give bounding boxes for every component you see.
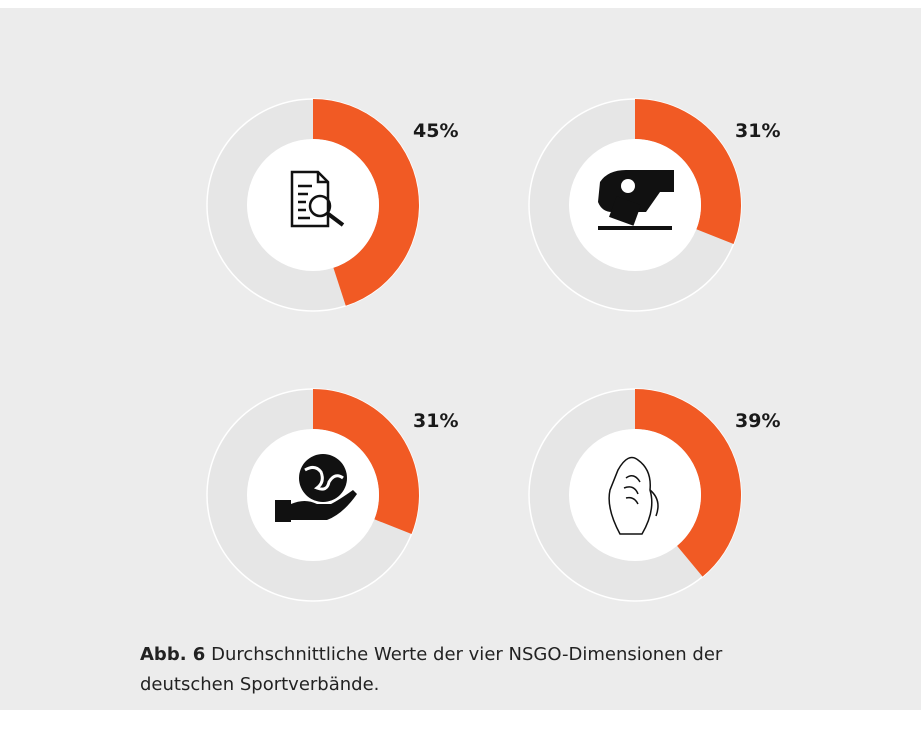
donut-segment (635, 99, 742, 245)
hands-icon (608, 456, 659, 535)
globe-hand-icon (275, 454, 357, 522)
donut-segment (635, 389, 741, 577)
value-label: 31% (735, 120, 780, 142)
donut-segment (313, 99, 419, 306)
caption: Abb. 6 Durchschnittliche Werte der vier … (140, 640, 800, 700)
donut-hole (247, 139, 379, 271)
value-label: 45% (413, 120, 458, 142)
value-label: 31% (413, 410, 458, 432)
caption-label: Abb. 6 (140, 644, 206, 665)
figure-panel (0, 8, 921, 710)
document-search-icon (290, 170, 345, 228)
donut-segment (313, 389, 419, 535)
value-label: 39% (735, 410, 780, 432)
voting-icon (598, 170, 674, 230)
icons (275, 170, 674, 535)
donut-hole (569, 429, 701, 561)
caption-text: Durchschnittliche Werte der vier NSGO-Di… (140, 644, 723, 695)
